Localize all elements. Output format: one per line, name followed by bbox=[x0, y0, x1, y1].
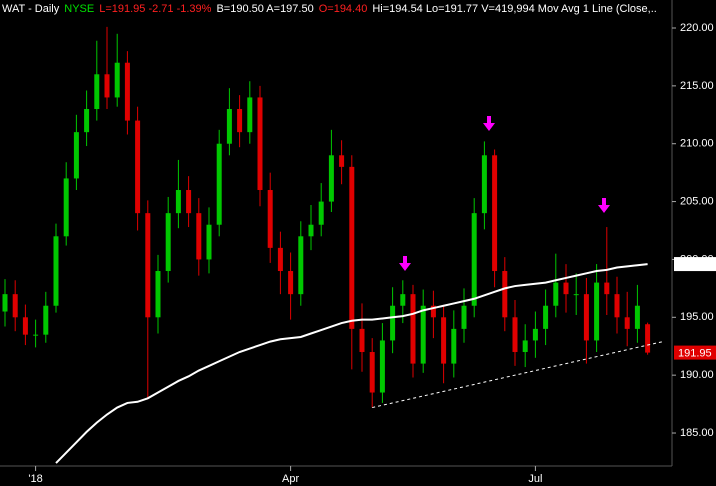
candle-body bbox=[298, 236, 304, 295]
candle-body bbox=[104, 74, 110, 98]
header-segment: NYSE bbox=[64, 3, 94, 15]
y-tick-label: 205.00 bbox=[680, 195, 714, 207]
y-tick-label: 210.00 bbox=[680, 138, 714, 150]
candle-body bbox=[186, 190, 192, 214]
arrow bbox=[399, 256, 411, 271]
candle-body bbox=[481, 155, 487, 214]
candle-body bbox=[216, 143, 222, 225]
candle-body bbox=[410, 294, 416, 364]
candle-body bbox=[492, 155, 498, 272]
candle-body bbox=[583, 294, 589, 341]
candle-body bbox=[512, 317, 518, 353]
arrow bbox=[483, 116, 495, 131]
candle-body bbox=[53, 236, 59, 306]
candle-body bbox=[124, 62, 130, 121]
candle-body bbox=[471, 213, 477, 306]
candle-body bbox=[247, 97, 253, 133]
price-label-box bbox=[674, 345, 716, 360]
candle-body bbox=[522, 340, 528, 353]
candle-body bbox=[257, 97, 263, 191]
candle-body bbox=[339, 155, 345, 167]
candle-body bbox=[94, 74, 100, 110]
candle-body bbox=[614, 294, 620, 318]
header-segment: B=190.50 A=197.50 bbox=[216, 3, 313, 15]
y-tick-label: 215.00 bbox=[680, 80, 714, 92]
candle-body bbox=[63, 178, 69, 237]
candle-body bbox=[145, 213, 151, 318]
candle-body bbox=[359, 328, 365, 353]
candle-body bbox=[634, 305, 640, 329]
header-segment: O=194.40 bbox=[319, 3, 368, 15]
candle-body bbox=[155, 271, 161, 318]
candle-body bbox=[604, 282, 610, 295]
candle-body bbox=[645, 324, 651, 353]
candle-body bbox=[73, 132, 79, 179]
arrows bbox=[399, 116, 610, 271]
candle-body bbox=[84, 109, 90, 133]
candle-body bbox=[267, 190, 273, 248]
candle-body bbox=[206, 224, 212, 260]
candle-body bbox=[114, 62, 120, 98]
candle-body bbox=[553, 282, 559, 306]
candle-body bbox=[624, 317, 630, 329]
candle-body bbox=[594, 282, 600, 341]
candle-body bbox=[165, 213, 171, 272]
candle-body bbox=[563, 282, 569, 295]
candle-body bbox=[318, 201, 324, 225]
candle-body bbox=[175, 190, 181, 214]
trendline bbox=[372, 341, 664, 409]
candle-body bbox=[573, 294, 579, 296]
candle-body bbox=[308, 224, 314, 237]
header-segment: Hi=194.54 Lo=191.77 V=419,994 Mov Avg 1 … bbox=[372, 3, 656, 15]
candle-body bbox=[461, 305, 467, 329]
candle-body bbox=[22, 317, 28, 335]
header: WAT - Daily NYSE L=191.95 -2.71 -1.39% B=19… bbox=[2, 3, 657, 15]
price-label: 191.95 bbox=[678, 348, 712, 360]
y-tick-label: 185.00 bbox=[680, 427, 714, 439]
candle-body bbox=[288, 271, 294, 295]
x-tick-label: Apr bbox=[282, 473, 299, 485]
candle-body bbox=[451, 328, 457, 364]
candle-body bbox=[441, 317, 447, 364]
candle-body bbox=[43, 305, 49, 335]
candle-body bbox=[543, 305, 549, 329]
candle-body bbox=[502, 271, 508, 318]
y-tick-label: 220.00 bbox=[680, 22, 714, 34]
header-segment: L=191.95 -2.71 -1.39% bbox=[99, 3, 211, 15]
candle-body bbox=[420, 305, 426, 364]
candle-body bbox=[328, 155, 334, 202]
candle-body bbox=[12, 294, 18, 318]
candle-body bbox=[135, 120, 141, 214]
candle-body bbox=[237, 109, 243, 133]
candle-body bbox=[390, 305, 396, 341]
candle-body bbox=[349, 166, 355, 329]
price-label-box bbox=[674, 257, 716, 272]
candle-body bbox=[2, 294, 8, 312]
y-tick-label: 190.00 bbox=[680, 369, 714, 381]
price-label: 199.60 bbox=[678, 259, 712, 271]
header-segment: WAT - Daily bbox=[2, 3, 60, 15]
candle-body bbox=[400, 294, 406, 306]
candle-body bbox=[196, 213, 202, 260]
candle-body bbox=[532, 328, 538, 341]
moving-average bbox=[55, 263, 648, 464]
x-tick-label: '18 bbox=[28, 473, 42, 485]
candle-body bbox=[226, 109, 232, 144]
candle-body bbox=[430, 305, 436, 318]
arrow bbox=[598, 198, 610, 213]
y-tick-label: 195.00 bbox=[680, 311, 714, 323]
candle-body bbox=[379, 340, 385, 393]
candle-body bbox=[33, 334, 39, 336]
candle-body bbox=[369, 352, 375, 393]
candle-body bbox=[277, 247, 283, 272]
x-tick-label: Jul bbox=[528, 473, 542, 485]
